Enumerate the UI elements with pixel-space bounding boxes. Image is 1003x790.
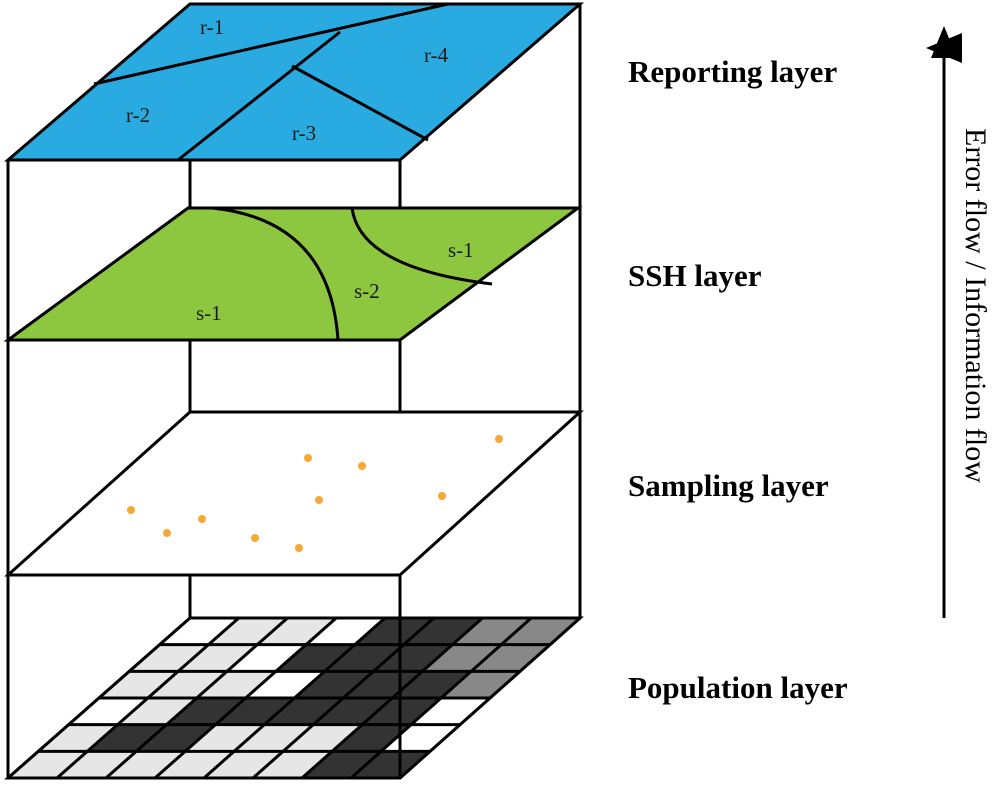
population-cell bbox=[129, 644, 209, 672]
population-cell bbox=[411, 698, 490, 725]
population-grid-line bbox=[154, 616, 338, 780]
sample-point bbox=[163, 529, 171, 537]
population-grid-cells bbox=[8, 618, 580, 778]
sampling-layer-label: Sampling layer bbox=[628, 468, 829, 503]
population-cell bbox=[185, 724, 265, 752]
population-cell bbox=[159, 618, 239, 645]
population-grid-lines bbox=[7, 616, 581, 780]
population-layer bbox=[4, 616, 584, 780]
population-cell bbox=[373, 644, 453, 672]
population-grid-line bbox=[301, 616, 484, 780]
population-cell bbox=[324, 644, 404, 672]
population-cell bbox=[68, 698, 148, 725]
population-grid-line bbox=[105, 616, 289, 780]
reporting-layer-label: Reporting layer bbox=[628, 54, 837, 89]
reporting-boundary bbox=[93, 2, 449, 86]
population-cell bbox=[106, 751, 186, 778]
population-cell bbox=[147, 671, 227, 698]
population-cell bbox=[227, 644, 307, 672]
population-cell bbox=[351, 751, 430, 778]
sample-points bbox=[127, 435, 503, 552]
ssh-boundary-1 bbox=[211, 206, 340, 341]
sample-point bbox=[358, 462, 366, 470]
population-cell bbox=[136, 724, 216, 752]
population-cell bbox=[313, 698, 393, 725]
population-cell bbox=[38, 724, 118, 752]
reporting-region-label: r-1 bbox=[200, 15, 224, 39]
population-grid-line bbox=[56, 616, 240, 780]
population-cell bbox=[501, 618, 580, 645]
population-cell bbox=[343, 671, 423, 698]
population-cell bbox=[234, 724, 314, 752]
ssh-region-label: s-2 bbox=[354, 279, 380, 303]
population-cell bbox=[57, 751, 137, 778]
population-cell bbox=[422, 644, 502, 672]
population-cell bbox=[302, 751, 382, 778]
population-cell bbox=[294, 671, 374, 698]
sample-point bbox=[251, 534, 259, 542]
reporting-region-label: r-3 bbox=[292, 121, 316, 145]
population-cell bbox=[87, 724, 167, 752]
population-cell bbox=[306, 618, 385, 645]
population-cell bbox=[253, 751, 333, 778]
population-cell bbox=[283, 724, 363, 752]
population-cell bbox=[354, 618, 434, 645]
population-cell bbox=[471, 644, 550, 672]
population-cell bbox=[245, 671, 325, 698]
population-cell bbox=[178, 644, 258, 672]
population-cell bbox=[155, 751, 235, 778]
reporting-boundary bbox=[291, 64, 429, 142]
population-layer-label: Population layer bbox=[628, 670, 848, 705]
population-grid-line bbox=[399, 616, 581, 780]
population-cell bbox=[204, 751, 284, 778]
population-cell bbox=[275, 644, 355, 672]
flow-axis-label: Error flow / Information flow bbox=[959, 128, 992, 483]
flow-arrow-head bbox=[931, 26, 957, 58]
population-grid-line bbox=[203, 616, 386, 780]
population-cell bbox=[362, 698, 442, 725]
population-cell bbox=[441, 671, 520, 698]
population-cell bbox=[264, 698, 344, 725]
sample-point bbox=[495, 435, 503, 443]
population-grid-line bbox=[7, 616, 191, 780]
sampling-plane bbox=[4, 410, 584, 577]
ssh-region-label: s-1 bbox=[196, 301, 222, 325]
sample-point bbox=[198, 515, 206, 523]
population-cell bbox=[166, 698, 246, 725]
population-grid-line bbox=[350, 616, 533, 780]
ssh-region-label: s-1 bbox=[448, 238, 474, 262]
population-cell bbox=[215, 698, 295, 725]
reporting-region-label: r-2 bbox=[126, 103, 150, 127]
ssh-boundary-2 bbox=[350, 207, 493, 286]
sample-point bbox=[304, 454, 312, 462]
population-cell bbox=[257, 618, 337, 645]
reporting-plane bbox=[3, 2, 585, 162]
population-cell bbox=[99, 671, 179, 698]
population-cell bbox=[8, 751, 88, 778]
population-cell bbox=[332, 724, 412, 752]
population-cell bbox=[392, 671, 472, 698]
sample-point bbox=[315, 496, 323, 504]
population-cell bbox=[403, 618, 483, 645]
sampling-layer bbox=[4, 410, 584, 577]
ssh-plane bbox=[3, 206, 583, 342]
population-cell bbox=[196, 671, 276, 698]
population-grid-line bbox=[252, 616, 435, 780]
ssh-layer-label: SSH layer bbox=[628, 258, 762, 293]
ssh-layer: s-1 s-2 s-1 bbox=[3, 206, 583, 342]
sample-point bbox=[438, 492, 446, 500]
sample-point bbox=[127, 506, 135, 514]
sample-point bbox=[295, 544, 303, 552]
population-cell bbox=[117, 698, 197, 725]
reporting-layer: r-1 r-2 r-3 r-4 bbox=[3, 2, 585, 162]
population-cell bbox=[452, 618, 532, 645]
reporting-boundary bbox=[177, 30, 341, 162]
population-cell bbox=[208, 618, 288, 645]
reporting-region-label: r-4 bbox=[424, 43, 449, 67]
